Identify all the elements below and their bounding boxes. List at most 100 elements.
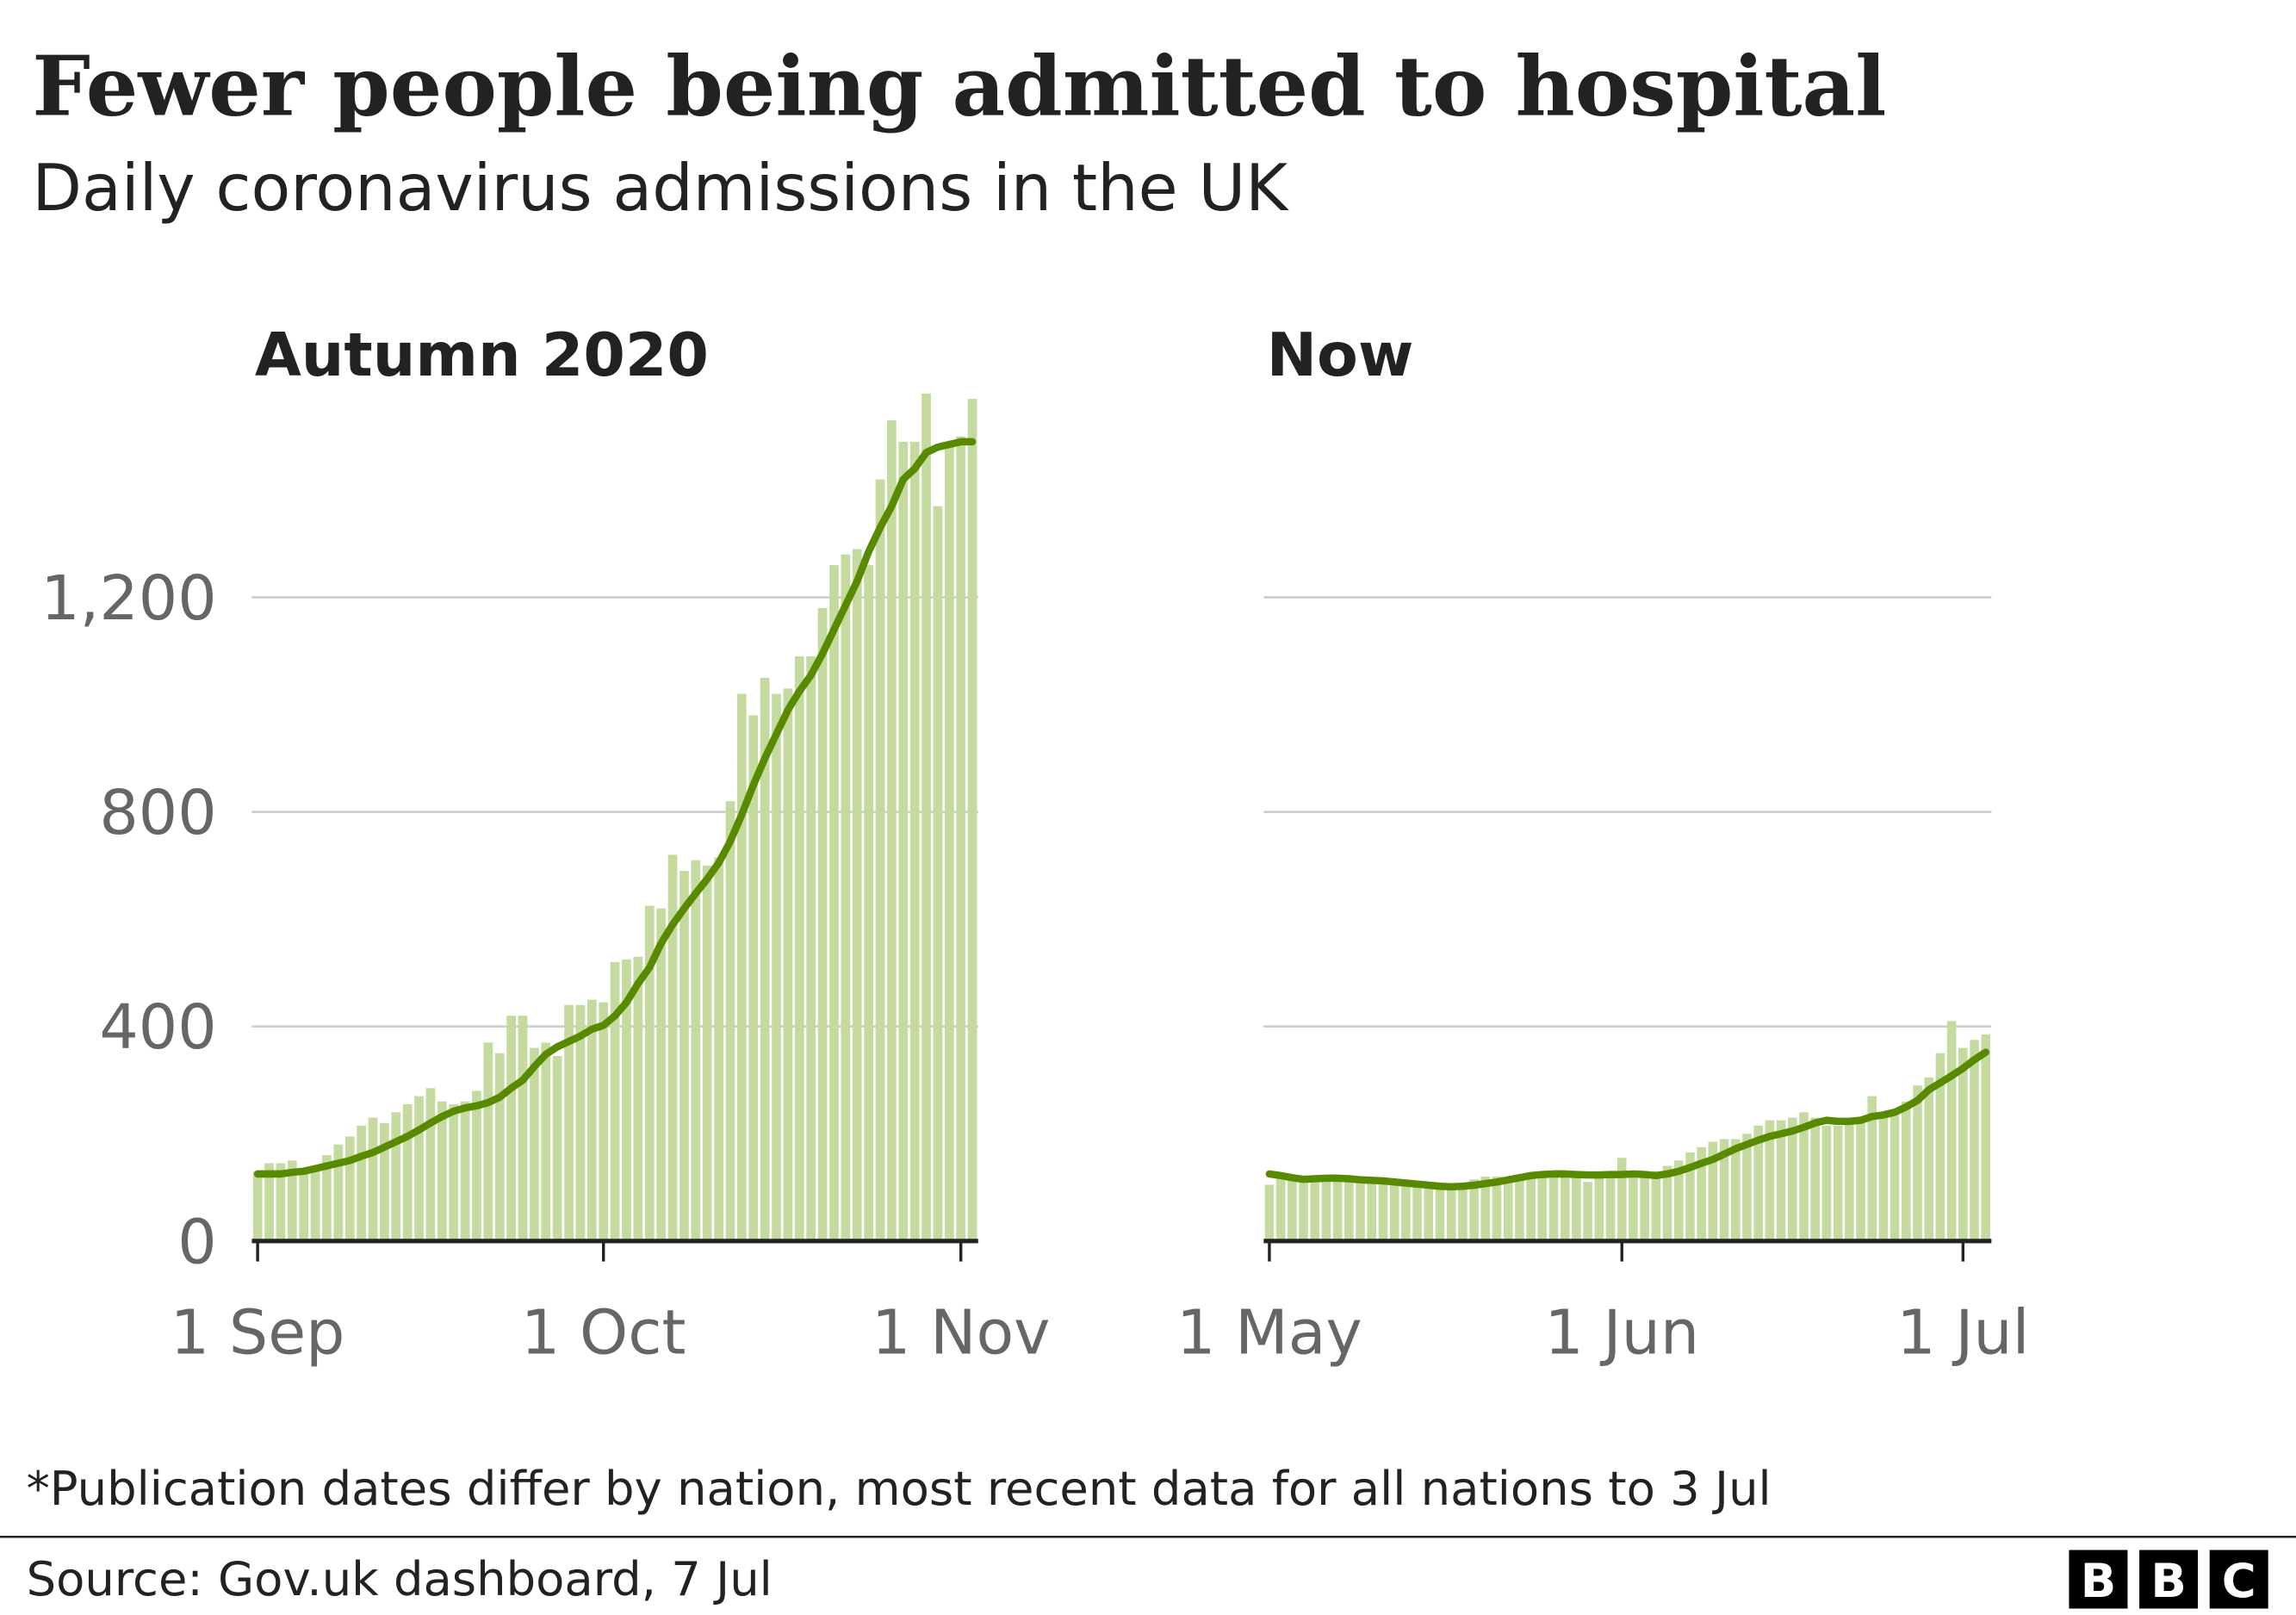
bar [252,1171,263,1241]
bar [1788,1117,1797,1241]
bar [702,865,712,1241]
logo: B B C [2069,1550,2268,1609]
x-tick-label: 1 Oct [521,1297,686,1369]
bar [1958,1047,1968,1241]
bar [1719,1139,1729,1241]
bar [1435,1187,1445,1241]
bar [541,1042,551,1241]
x-tick-label: 1 Sep [171,1297,345,1369]
bar [1515,1177,1524,1241]
bar [333,1144,344,1241]
bar [344,1136,355,1241]
bar [1946,1021,1957,1241]
bar [737,693,747,1241]
bar [1742,1134,1752,1241]
y-tick-label: 400 [99,991,216,1063]
bar [1572,1171,1581,1241]
bar [1401,1182,1411,1241]
bar [760,677,770,1241]
chart-title: Fewer people being admitted to hospital [32,39,1886,134]
bar [1708,1141,1718,1241]
bar [1378,1179,1388,1241]
y-tick-label: 800 [99,777,216,848]
bar [1469,1179,1479,1241]
panel: 1 May 1 Jun 1 Jul [1176,596,2029,1369]
bar [586,999,597,1241]
bar [1332,1177,1343,1241]
bar [667,854,678,1241]
bar [875,479,885,1241]
bar [841,554,851,1241]
bar [852,549,862,1241]
bar [1560,1173,1570,1241]
bar [909,441,920,1241]
bar [1640,1171,1649,1241]
bar [1662,1165,1672,1241]
bar [1697,1146,1706,1241]
y-tick-label: 0 [177,1206,216,1277]
bar [1548,1172,1559,1241]
bar [1492,1177,1502,1241]
bar [1730,1139,1741,1241]
bar [368,1117,378,1241]
bar [1344,1177,1354,1241]
bar [679,871,689,1241]
bar [644,905,655,1241]
logo-box [2069,1550,2128,1609]
bar [864,565,873,1241]
logo-letter: B [2150,1554,2186,1608]
bar [564,1004,574,1241]
bar [449,1103,459,1241]
bar [1776,1120,1786,1241]
x-tick-label: 1 Jul [1896,1297,2029,1369]
bar [748,715,759,1241]
bar [322,1155,332,1241]
bar [1924,1077,1934,1241]
logo-box [2139,1550,2199,1609]
bar [380,1122,389,1241]
bar [1367,1182,1377,1241]
bar [1412,1183,1422,1241]
bar [922,393,931,1241]
bar [1765,1120,1775,1241]
bar [1821,1125,1832,1241]
bar [622,959,631,1241]
bar [1424,1184,1434,1241]
bar [437,1101,447,1241]
bar [402,1103,413,1241]
bar [944,447,954,1241]
bar [1480,1177,1491,1241]
bar [829,565,839,1241]
bar [806,656,816,1241]
bar [898,441,909,1241]
bar [967,399,977,1241]
line [253,438,977,1178]
panel-title: Now [1267,320,1414,390]
bar [530,1047,539,1241]
bar [264,1163,274,1241]
bar [691,860,701,1241]
bar [552,1055,562,1241]
bar [287,1160,297,1241]
bar [794,656,804,1241]
bar [1275,1173,1286,1241]
bar [1753,1125,1763,1241]
bar [1299,1182,1308,1241]
bar [1583,1182,1592,1241]
bar [1833,1125,1843,1241]
bar [276,1163,286,1241]
bar [1890,1112,1900,1241]
bar [518,1016,528,1241]
bar [1537,1171,1548,1241]
bar [1878,1115,1889,1241]
bar [1810,1117,1820,1241]
bar [1629,1171,1638,1241]
footnote: *Publication dates differ by nation, mos… [27,1462,1772,1516]
bar [1856,1120,1865,1241]
bar [817,607,828,1241]
bar [1446,1190,1456,1241]
bar [610,961,620,1241]
bar [1389,1181,1399,1241]
bar [1594,1173,1604,1241]
